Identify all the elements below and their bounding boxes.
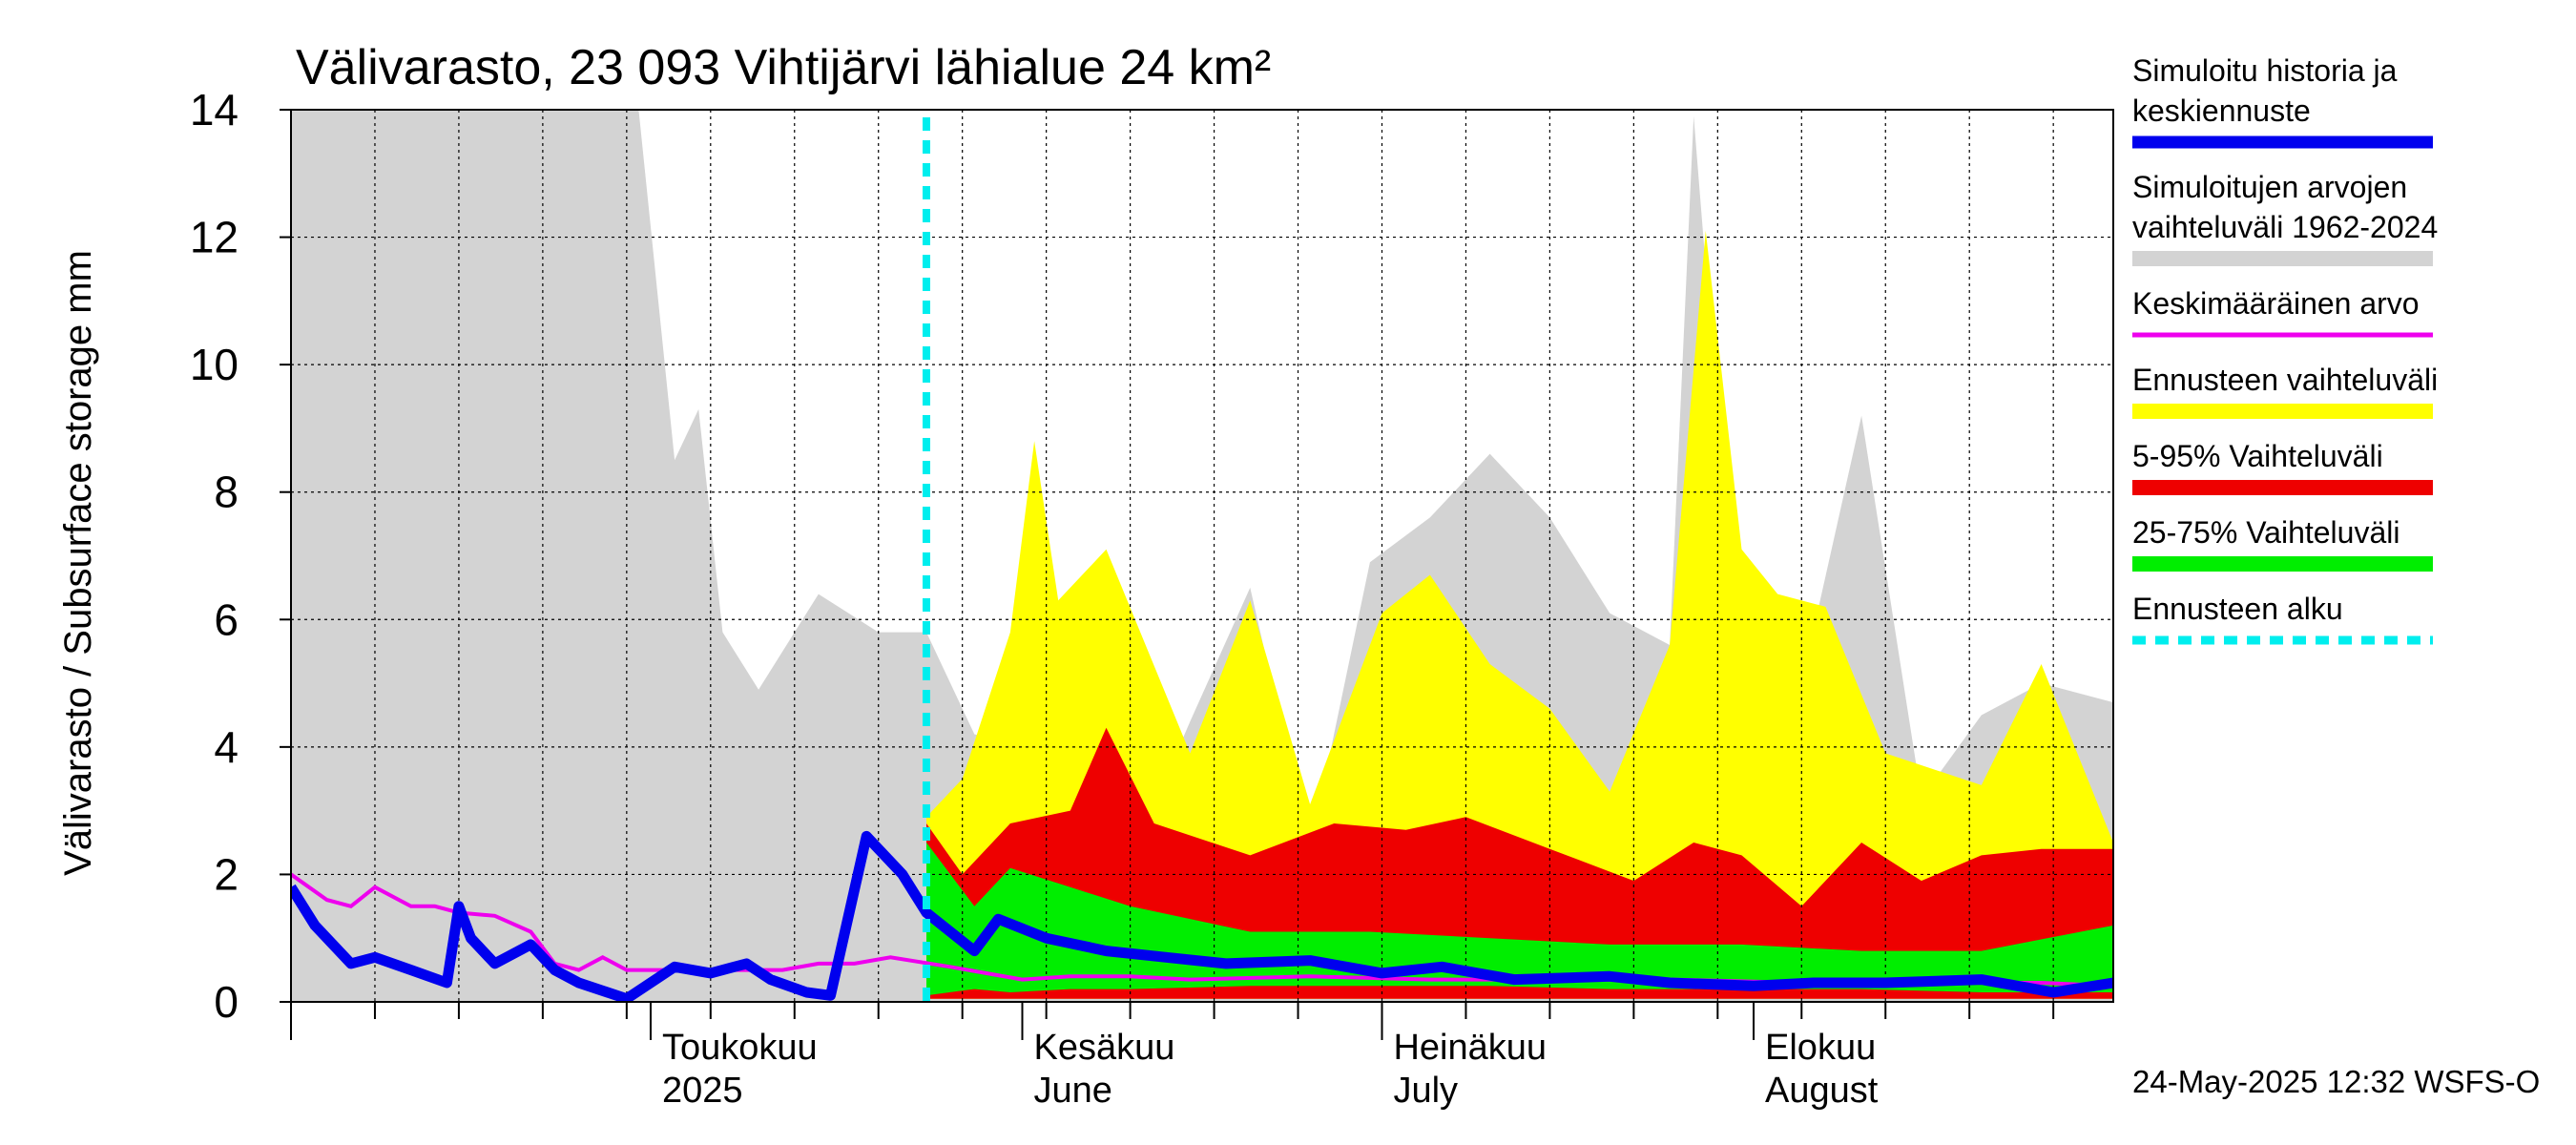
y-tick-label: 2 bbox=[214, 849, 239, 899]
legend-item: Simuloitujen arvojen vaihteluväli 1962-20… bbox=[2132, 170, 2438, 266]
forecast-range-area bbox=[926, 230, 2113, 999]
y-axis-label: Välivarasto / Subsurface storage mm bbox=[57, 250, 99, 876]
y-tick-label: 14 bbox=[190, 85, 239, 135]
legend-label: Simuloitujen arvojen bbox=[2132, 170, 2407, 204]
legend-label: vaihteluväli 1962-2024 bbox=[2132, 210, 2438, 244]
x-month-label: Elokuu bbox=[1765, 1028, 1876, 1068]
legend-label: Keskimääräinen arvo bbox=[2132, 286, 2420, 321]
y-tick-label: 6 bbox=[214, 594, 239, 644]
legend-item: Simuloitu historia ja keskiennuste bbox=[2132, 53, 2433, 149]
legend-label: Simuloitu historia ja bbox=[2132, 53, 2398, 88]
legend-item: Keskimääräinen arvo bbox=[2132, 286, 2433, 338]
legend-item: Ennusteen vaihteluväli bbox=[2132, 363, 2438, 419]
x-month-label: Kesäkuu bbox=[1034, 1028, 1175, 1068]
x-month-sublabel: 2025 bbox=[662, 1071, 743, 1111]
median-line bbox=[291, 830, 2113, 1002]
forecast-bands bbox=[926, 230, 2113, 999]
x-month-sublabel: July bbox=[1393, 1071, 1458, 1111]
legend-label: 25-75% Vaihteluväli bbox=[2132, 515, 2399, 550]
chart-title: Välivarasto, 23 093 Vihtijärvi lähialue … bbox=[296, 40, 1271, 95]
legend-label: Ennusteen alku bbox=[2132, 592, 2343, 626]
y-tick-label: 8 bbox=[214, 468, 239, 517]
legend-label: keskiennuste bbox=[2132, 94, 2311, 128]
legend-item: Ennusteen alku bbox=[2132, 592, 2433, 645]
plot-frame bbox=[290, 109, 2114, 1003]
legend-swatch bbox=[2132, 251, 2433, 266]
p25-75-range-area bbox=[926, 843, 2113, 996]
legend-swatch bbox=[2132, 556, 2433, 572]
grid-lines bbox=[291, 110, 2113, 1002]
y-tick-label: 0 bbox=[214, 977, 239, 1027]
legend: Simuloitu historia jakeskiennusteSimuloi… bbox=[2132, 53, 2438, 645]
y-axis: 0 2 4 6 8 10 12 14 bbox=[190, 85, 291, 1027]
legend-label: Ennusteen vaihteluväli bbox=[2132, 363, 2438, 397]
legend-swatch bbox=[2132, 480, 2433, 495]
y-tick-label: 10 bbox=[190, 340, 239, 389]
x-month-sublabel: June bbox=[1034, 1071, 1112, 1111]
footer-timestamp: 24-May-2025 12:32 WSFS-O bbox=[2132, 1064, 2540, 1099]
series-lines bbox=[291, 830, 2113, 1002]
legend-label: 5-95% Vaihteluväli bbox=[2132, 439, 2383, 473]
legend-item: 5-95% Vaihteluväli bbox=[2132, 439, 2433, 495]
x-month-sublabel: August bbox=[1765, 1071, 1879, 1111]
x-month-label: Heinäkuu bbox=[1393, 1028, 1547, 1068]
legend-swatch bbox=[2132, 404, 2433, 419]
y-tick-label: 4 bbox=[214, 722, 239, 772]
x-month-label: Toukokuu bbox=[662, 1028, 818, 1068]
y-tick-label: 12 bbox=[190, 213, 239, 262]
legend-item: 25-75% Vaihteluväli bbox=[2132, 515, 2433, 572]
